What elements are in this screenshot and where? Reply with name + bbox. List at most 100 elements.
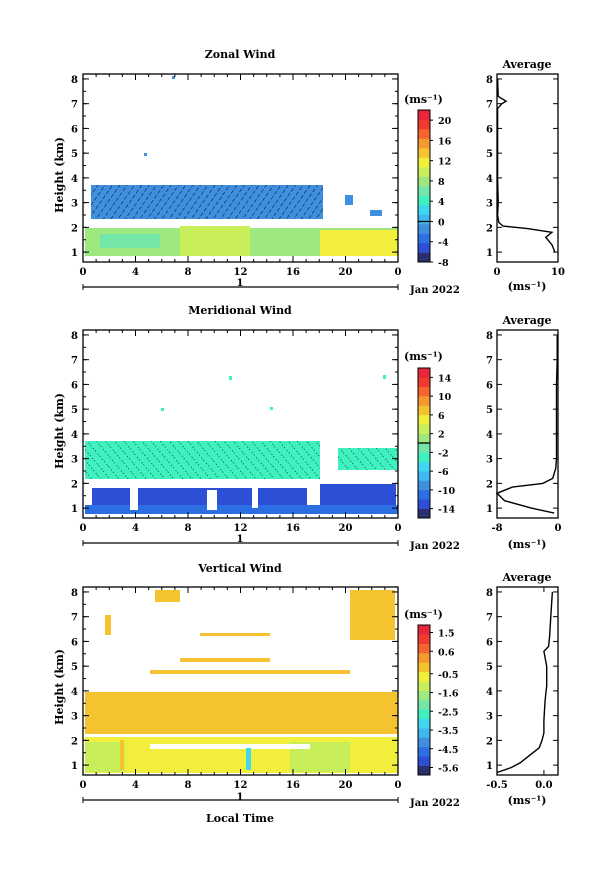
colorbar-swatch	[418, 167, 430, 177]
colorbar-tick-label: -4.5	[438, 745, 458, 756]
average-unit: (ms⁻¹)	[508, 794, 547, 807]
colorbar-tick-label: 6	[438, 411, 445, 422]
colorbar-swatch	[418, 746, 430, 757]
colorbar-swatch	[418, 489, 430, 500]
panel-title: Meridional Wind	[188, 304, 292, 317]
colorbar-frame	[417, 624, 431, 776]
x-tick-label: 8	[185, 267, 192, 278]
y-tick-label: 7	[71, 613, 78, 624]
x-tick-label: 0	[80, 267, 87, 278]
x-axis-label: Local Time	[206, 812, 274, 825]
y-tick-label: 6	[71, 637, 78, 648]
colorbar-swatch	[418, 119, 430, 130]
colorbar-swatch	[418, 634, 430, 645]
y-tick-label: 5	[71, 662, 78, 673]
average-profile-line	[496, 78, 556, 253]
colorbar: -8 -4 0 4 8 12 16 20	[417, 109, 452, 269]
y-tick-label: 7	[71, 100, 78, 111]
x-tick-label: 20	[339, 267, 353, 278]
average-unit: (ms⁻¹)	[508, 538, 547, 551]
panel-vertical-wind: Vertical Wind Height (km) -5.6 -4.5 -3.5 -2…	[53, 562, 559, 825]
colorbar-tick-label: 4	[438, 197, 445, 208]
average-y-tick-label: 7	[486, 100, 493, 111]
colorbar-swatch	[418, 205, 430, 215]
speck	[144, 153, 147, 156]
colorbar-swatch	[418, 662, 430, 673]
y-tick-label: 1	[71, 248, 78, 259]
colorbar-tick-label: 20	[438, 116, 452, 127]
y-tick-label: 2	[71, 223, 78, 234]
colorbar-tick-label: -8	[438, 258, 449, 269]
speck	[383, 375, 386, 379]
speck	[229, 376, 232, 380]
average-y-tick-label: 1	[486, 761, 493, 772]
region-band	[150, 744, 310, 749]
gap	[252, 488, 258, 508]
y-tick-label: 7	[71, 356, 78, 367]
panel-title: Vertical Wind	[197, 562, 282, 575]
colorbar-swatch	[418, 499, 430, 509]
y-tick-label: 4	[71, 430, 78, 441]
colorbar-swatch	[418, 148, 430, 158]
y-tick-label: 1	[71, 504, 78, 515]
colorbar-frame	[417, 109, 431, 263]
colorbar-swatch	[418, 243, 430, 253]
x-tick-label: 4	[132, 780, 139, 791]
colorbar-swatch	[418, 233, 430, 244]
colorbar-swatch	[418, 186, 430, 196]
colorbar-swatch	[418, 765, 430, 776]
colorbar-swatch	[418, 681, 430, 691]
colorbar-swatch	[418, 252, 430, 263]
average-frame	[496, 73, 559, 263]
y-tick-label: 6	[71, 380, 78, 391]
average-y-tick-label: 8	[486, 588, 493, 599]
heatmap-plot	[85, 375, 398, 514]
y-tick-label: 6	[71, 124, 78, 135]
x-tick-label: 16	[286, 780, 300, 791]
colorbar-swatch	[418, 157, 430, 168]
colorbar-tick-label: -5.6	[438, 764, 459, 775]
colorbar: -14 -10 -6 -2 2 6 10 14	[417, 367, 456, 519]
x-tick-label: 12	[234, 267, 248, 278]
average-y-tick-label: 6	[486, 637, 493, 648]
y-tick-label: 2	[71, 479, 78, 490]
average-y-tick-label: 6	[486, 124, 493, 135]
average-profile: 1 2 3 4 5 6 7 8 -8 0	[486, 329, 562, 534]
colorbar-tick-label: -2.5	[438, 707, 458, 718]
average-y-tick-label: 4	[486, 430, 493, 441]
average-y-tick-label: 1	[486, 504, 493, 515]
colorbar-swatch	[418, 461, 430, 472]
region-layer	[180, 658, 270, 662]
speck	[105, 615, 111, 635]
colorbar-tick-label: 0	[438, 217, 445, 228]
colorbar-swatch	[418, 110, 430, 120]
colorbar-swatch	[418, 386, 430, 397]
heatmap-plot	[85, 76, 398, 256]
average-y-tick-label: 1	[486, 248, 493, 259]
speck	[370, 210, 382, 216]
colorbar-swatch	[418, 129, 430, 139]
colorbar-tick-label: 14	[438, 373, 452, 384]
colorbar-tick-label: -6	[438, 467, 449, 478]
average-y-tick-label: 5	[486, 405, 493, 416]
x-tick-label: 12	[234, 780, 248, 791]
y-tick-label: 4	[71, 174, 78, 185]
region-layer	[150, 670, 350, 674]
speck	[161, 408, 164, 411]
colorbar-swatch	[418, 424, 430, 434]
colorbar-swatch	[418, 396, 430, 406]
average-x-tick-label: 0	[494, 267, 501, 278]
region-upper	[85, 692, 398, 734]
colorbar-tick-label: -1.6	[438, 689, 459, 700]
x-tick-label: 4	[132, 523, 139, 534]
x-tick-label: 0	[80, 523, 87, 534]
colorbar-swatch	[418, 452, 430, 463]
colorbar-tick-label: 12	[438, 157, 451, 168]
colorbar-swatch	[418, 480, 430, 491]
average-x-tick-label: 0.0	[535, 780, 552, 791]
average-title: Average	[501, 571, 551, 584]
region-westerly-patch	[320, 230, 398, 256]
colorbar-swatch	[418, 368, 430, 378]
speck	[350, 590, 395, 640]
